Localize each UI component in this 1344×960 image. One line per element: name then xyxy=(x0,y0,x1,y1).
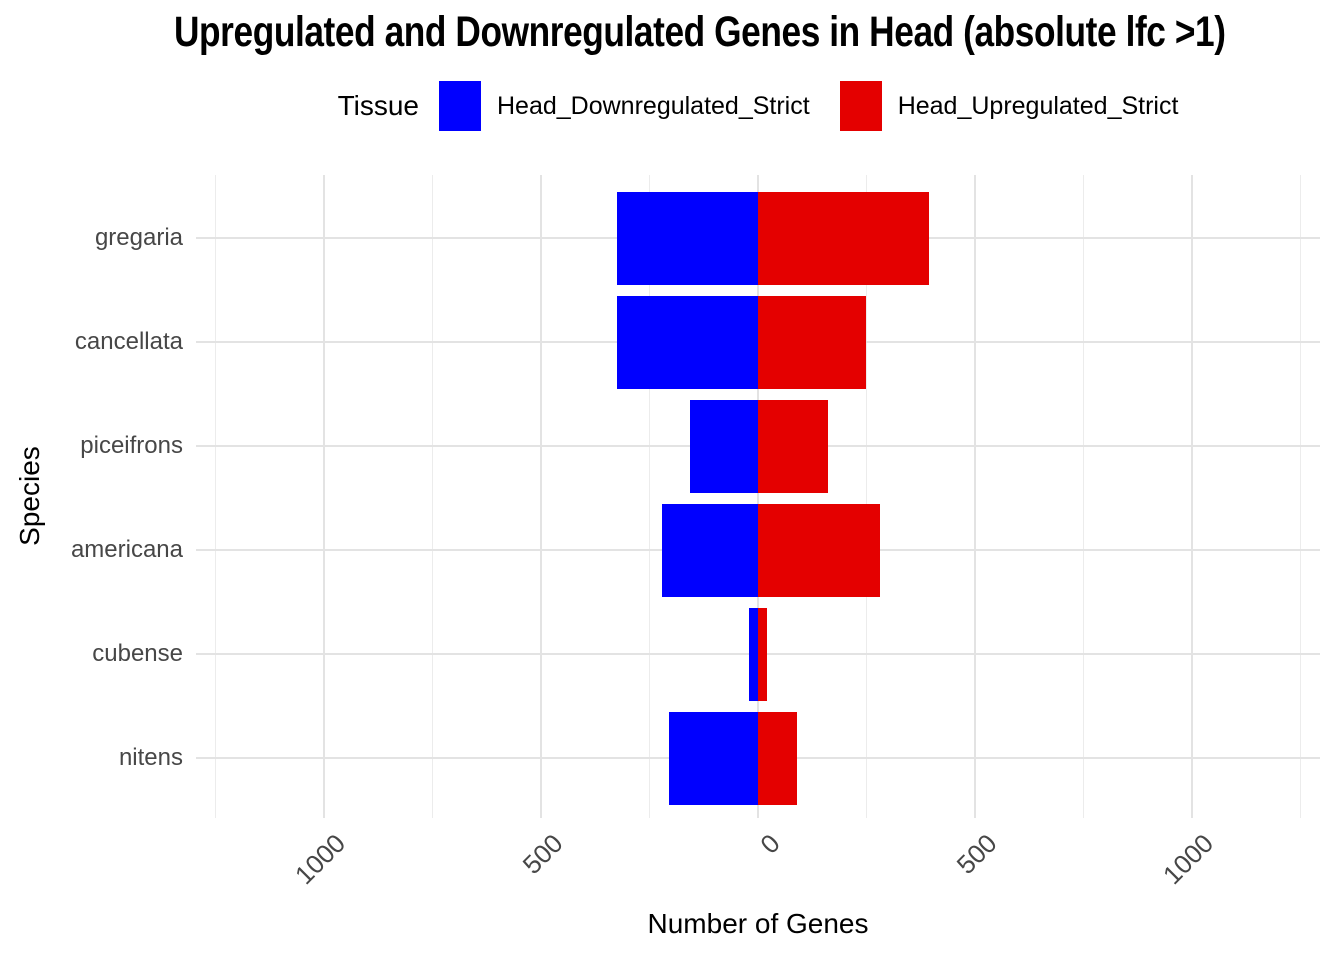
bar-downregulated xyxy=(661,503,758,597)
gridline-vertical-minor xyxy=(648,175,651,818)
x-tick-label: 1000 xyxy=(1157,828,1220,891)
legend-item: Head_Downregulated_Strict xyxy=(439,81,810,131)
x-tick-label: 500 xyxy=(516,828,569,880)
y-axis-title: Species xyxy=(14,446,45,546)
bar-upregulated xyxy=(758,399,829,493)
x-axis-title: Number of Genes xyxy=(647,908,869,939)
gridline-vertical-minor xyxy=(431,175,434,818)
gridline-vertical-minor xyxy=(1299,175,1302,818)
gridline-vertical-minor xyxy=(865,175,868,818)
bar-upregulated xyxy=(758,191,930,285)
y-tick-label: gregaria xyxy=(94,224,183,251)
legend-swatch-downregulated xyxy=(439,81,481,131)
gridline-vertical-minor xyxy=(1082,175,1085,818)
bar-downregulated xyxy=(669,711,758,805)
bar-downregulated xyxy=(749,607,758,701)
y-tick-label: cubense xyxy=(92,640,183,667)
x-tick-label: 500 xyxy=(950,828,1003,880)
legend-title: Tissue xyxy=(337,90,419,121)
bar-upregulated xyxy=(758,711,797,805)
gridline-vertical-major xyxy=(323,175,326,818)
gridline-vertical-major xyxy=(540,175,542,818)
legend-swatch-upregulated xyxy=(839,81,882,131)
legend-item-label: Head_Downregulated_Strict xyxy=(497,91,810,120)
legend-item-label: Head_Upregulated_Strict xyxy=(897,91,1179,120)
chart-title: Upregulated and Downregulated Genes in H… xyxy=(174,8,1226,56)
gridline-vertical-major xyxy=(1190,175,1193,818)
gridline-vertical-major xyxy=(757,175,759,818)
bar-upregulated xyxy=(758,503,881,597)
bar-downregulated xyxy=(616,191,758,285)
y-tick-label: piceifrons xyxy=(80,432,183,459)
x-tick-label: 0 xyxy=(753,828,786,860)
legend: Tissue Head_Downregulated_Strict Head_Upr… xyxy=(196,78,1320,134)
bar-downregulated xyxy=(690,399,758,493)
gridline-vertical-major xyxy=(973,175,976,818)
x-tick-label: 1000 xyxy=(289,828,352,891)
plot-panel xyxy=(196,175,1320,818)
bar-upregulated xyxy=(758,607,768,701)
bar-downregulated xyxy=(617,295,758,389)
gridline-vertical-minor xyxy=(214,175,217,818)
bar-upregulated xyxy=(758,295,866,389)
y-tick-label: cancellata xyxy=(74,328,183,355)
y-tick-label: nitens xyxy=(118,744,183,771)
y-tick-label: americana xyxy=(70,536,183,563)
legend-item: Head_Upregulated_Strict xyxy=(839,81,1179,131)
